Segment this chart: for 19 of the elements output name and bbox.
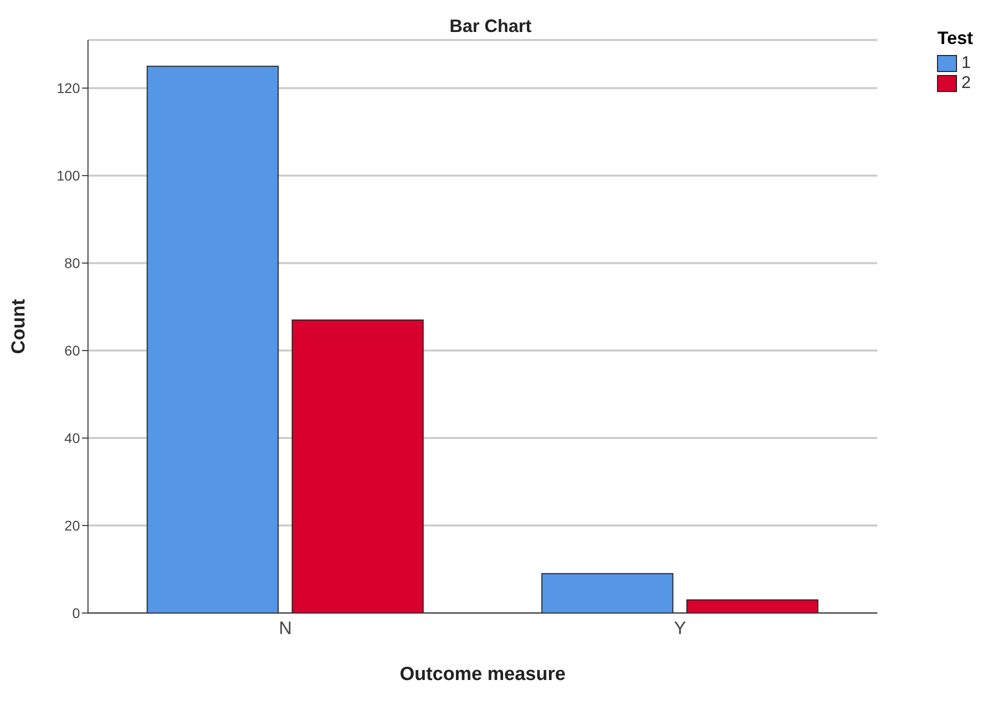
y-tick-label: 100 xyxy=(56,168,80,184)
legend-title: Test xyxy=(937,28,973,49)
y-axis-title: Count xyxy=(8,298,30,354)
bar xyxy=(292,319,424,613)
y-tick-label: 120 xyxy=(56,80,80,96)
bar xyxy=(146,66,279,613)
x-tick-label: Y xyxy=(674,618,686,638)
y-tick-label: 80 xyxy=(64,255,80,272)
y-tick-label: 40 xyxy=(64,430,80,446)
y-tick-label: 20 xyxy=(64,517,80,534)
bar xyxy=(686,599,818,613)
x-tick-label: N xyxy=(278,618,292,638)
bar xyxy=(541,573,674,613)
x-axis-title: Outcome measure xyxy=(400,664,566,685)
legend-label: 1 xyxy=(960,53,972,73)
legend-label: 2 xyxy=(960,73,972,93)
y-tick-label: 60 xyxy=(64,342,80,359)
y-tick-label: 0 xyxy=(72,604,80,621)
chart-title: Bar Chart xyxy=(449,16,532,36)
